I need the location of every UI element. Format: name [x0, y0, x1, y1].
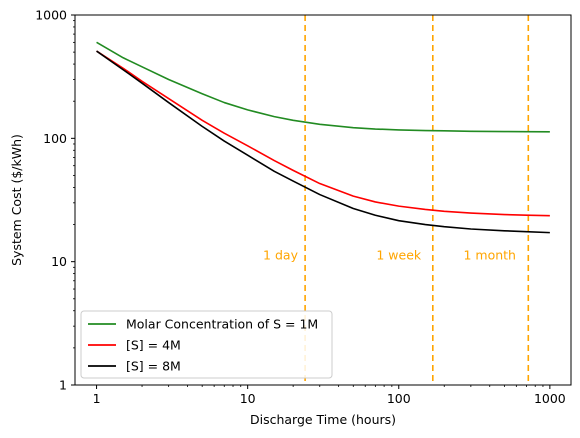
- y-tick-label: 1000: [35, 8, 67, 23]
- reference-line-label: 1 week: [376, 248, 422, 263]
- series-line: [96, 50, 550, 234]
- reference-line-label: 1 month: [463, 248, 516, 263]
- reference-line-label: 1 day: [263, 248, 299, 263]
- y-axis: 1 10 100 1000: [35, 8, 75, 393]
- plot-frame: [74, 14, 572, 386]
- x-axis-label: Discharge Time (hours): [250, 412, 396, 427]
- x-tick-label: 1000: [534, 391, 566, 406]
- series-line: [96, 50, 550, 217]
- y-tick-label: 100: [43, 131, 67, 146]
- legend-box: [80, 310, 333, 379]
- y-tick-label: 10: [51, 254, 67, 269]
- x-axis: 1 10 100 1000: [93, 385, 566, 406]
- series-line: [96, 41, 550, 133]
- y-tick-label: 1: [59, 378, 67, 393]
- legend: Molar Concentration of S = 1M [S] = 4M [S]…: [80, 310, 333, 379]
- annotations: 1 day 1 week 1 month: [263, 248, 516, 263]
- series-lines: [96, 41, 550, 234]
- legend-label: Molar Concentration of S = 1M: [126, 317, 318, 332]
- legend-label: [S] = 4M: [126, 338, 181, 353]
- x-tick-label: 100: [387, 391, 411, 406]
- x-tick-label: 1: [93, 391, 101, 406]
- reference-lines: [304, 15, 530, 385]
- x-tick-label: 10: [240, 391, 256, 406]
- legend-label: [S] = 8M: [126, 359, 181, 374]
- y-axis-label: System Cost ($/kWh): [9, 134, 24, 266]
